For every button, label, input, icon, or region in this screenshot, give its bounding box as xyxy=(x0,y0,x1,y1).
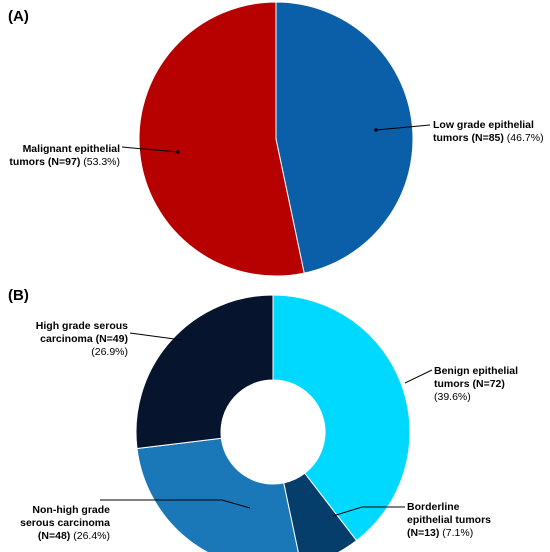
slice-label-non-high-grade-percent: (26.4%) xyxy=(70,530,110,542)
pie-slice-1 xyxy=(272,294,411,542)
slice-label-non-high-grade-line: (N=48) (26.4%) xyxy=(38,530,110,542)
slice-label-high-grade-line: High grade serous xyxy=(36,320,128,332)
slice-label-benign-line: tumors (N=72) xyxy=(434,378,505,390)
slice-label-borderline-line: epithelial tumors xyxy=(407,514,491,526)
slice-label-borderline-line: Borderline xyxy=(407,501,460,513)
slice-label-non-high-grade-bold: Non-high grade xyxy=(32,504,110,516)
leader-line-malignant-dot xyxy=(176,150,180,154)
slice-label-malignant-line: Malignant epithelial xyxy=(23,143,121,155)
pie-slice-3 xyxy=(136,437,299,552)
pie-slice-2 xyxy=(283,472,358,552)
slice-label-benign-percent: (39.6%) xyxy=(434,391,471,403)
slice-label-malignant-bold: tumors (N=97) xyxy=(9,156,80,168)
pie-slice-4 xyxy=(135,294,274,450)
slice-label-low-grade: Low grade epithelial tumors (N=85) (46.7%… xyxy=(433,119,544,144)
slice-label-borderline-bold: (N=13) xyxy=(407,527,439,539)
slice-label-high-grade-percent: (26.9%) xyxy=(91,346,128,358)
slice-label-high-grade-bold: High grade serous xyxy=(36,320,128,332)
panel-label-a: (A) xyxy=(8,8,29,25)
slice-label-non-high-grade-bold: serous carcinoma xyxy=(20,517,110,529)
slice-label-benign: Benign epithelial tumors (N=72) (39.6%) xyxy=(434,365,518,403)
panel-b: (B) Benign epithelial tumors (N=72) (39.6%… xyxy=(8,287,518,552)
pie-slice-1 xyxy=(275,1,414,274)
panel-a: (A) Low grade epithelial tumors (N=85) (4… xyxy=(8,1,544,277)
slice-label-borderline-bold: Borderline xyxy=(407,501,460,513)
slice-label-non-high-grade-line: serous carcinoma xyxy=(20,517,110,529)
slice-label-low-grade-line: Low grade epithelial xyxy=(433,119,534,131)
slice-label-benign-bold: Benign epithelial xyxy=(434,365,518,377)
slice-label-benign-line: Benign epithelial xyxy=(434,365,518,377)
slice-label-non-high-grade: Non-high grade serous carcinoma (N=48) (26… xyxy=(20,504,110,542)
leader-line-non-high-grade xyxy=(100,499,251,509)
slice-label-malignant-line: tumors (N=97) (53.3%) xyxy=(9,156,120,168)
slice-label-high-grade: High grade serous carcinoma (N=49) (26.9%) xyxy=(36,320,128,358)
pie-chart-a: Low grade epithelial tumors (N=85) (46.7%… xyxy=(9,1,544,277)
pie-slice-2 xyxy=(138,1,305,277)
leader-line-high-grade xyxy=(129,332,183,341)
slice-label-low-grade-bold: tumors (N=85) xyxy=(433,132,504,144)
slice-label-malignant-bold: Malignant epithelial xyxy=(23,143,121,155)
slice-label-benign-bold: tumors (N=72) xyxy=(434,378,505,390)
leader-line-malignant xyxy=(121,146,179,153)
donut-chart-b: Benign epithelial tumors (N=72) (39.6%) Bor… xyxy=(20,294,518,552)
slice-label-non-high-grade-line: Non-high grade xyxy=(32,504,110,516)
slice-label-borderline-bold: epithelial tumors xyxy=(407,514,491,526)
slice-label-malignant-percent: (53.3%) xyxy=(80,156,120,168)
slice-label-low-grade-percent: (46.7%) xyxy=(504,132,544,144)
slice-label-malignant: Malignant epithelial tumors (N=97) (53.3%… xyxy=(9,143,120,168)
slice-label-high-grade-line: carcinoma (N=49) xyxy=(40,333,128,345)
slice-label-high-grade-line: (26.9%) xyxy=(91,346,128,358)
slice-label-low-grade-bold: Low grade epithelial xyxy=(433,119,534,131)
slice-label-borderline: Borderline epithelial tumors (N=13) (7.1%) xyxy=(407,501,491,539)
slice-label-low-grade-line: tumors (N=85) (46.7%) xyxy=(433,132,544,144)
slice-label-benign-line: (39.6%) xyxy=(434,391,471,403)
panel-label-b: (B) xyxy=(8,287,29,304)
leader-line-borderline xyxy=(332,506,405,517)
slice-label-borderline-line: (N=13) (7.1%) xyxy=(407,527,473,539)
slice-label-high-grade-bold: carcinoma (N=49) xyxy=(40,333,128,345)
leader-line-low-grade xyxy=(375,124,431,131)
slice-label-non-high-grade-bold: (N=48) xyxy=(38,530,70,542)
leader-line-low-grade-dot xyxy=(374,128,378,132)
leader-line-benign xyxy=(404,369,433,384)
slice-label-borderline-percent: (7.1%) xyxy=(439,527,473,539)
